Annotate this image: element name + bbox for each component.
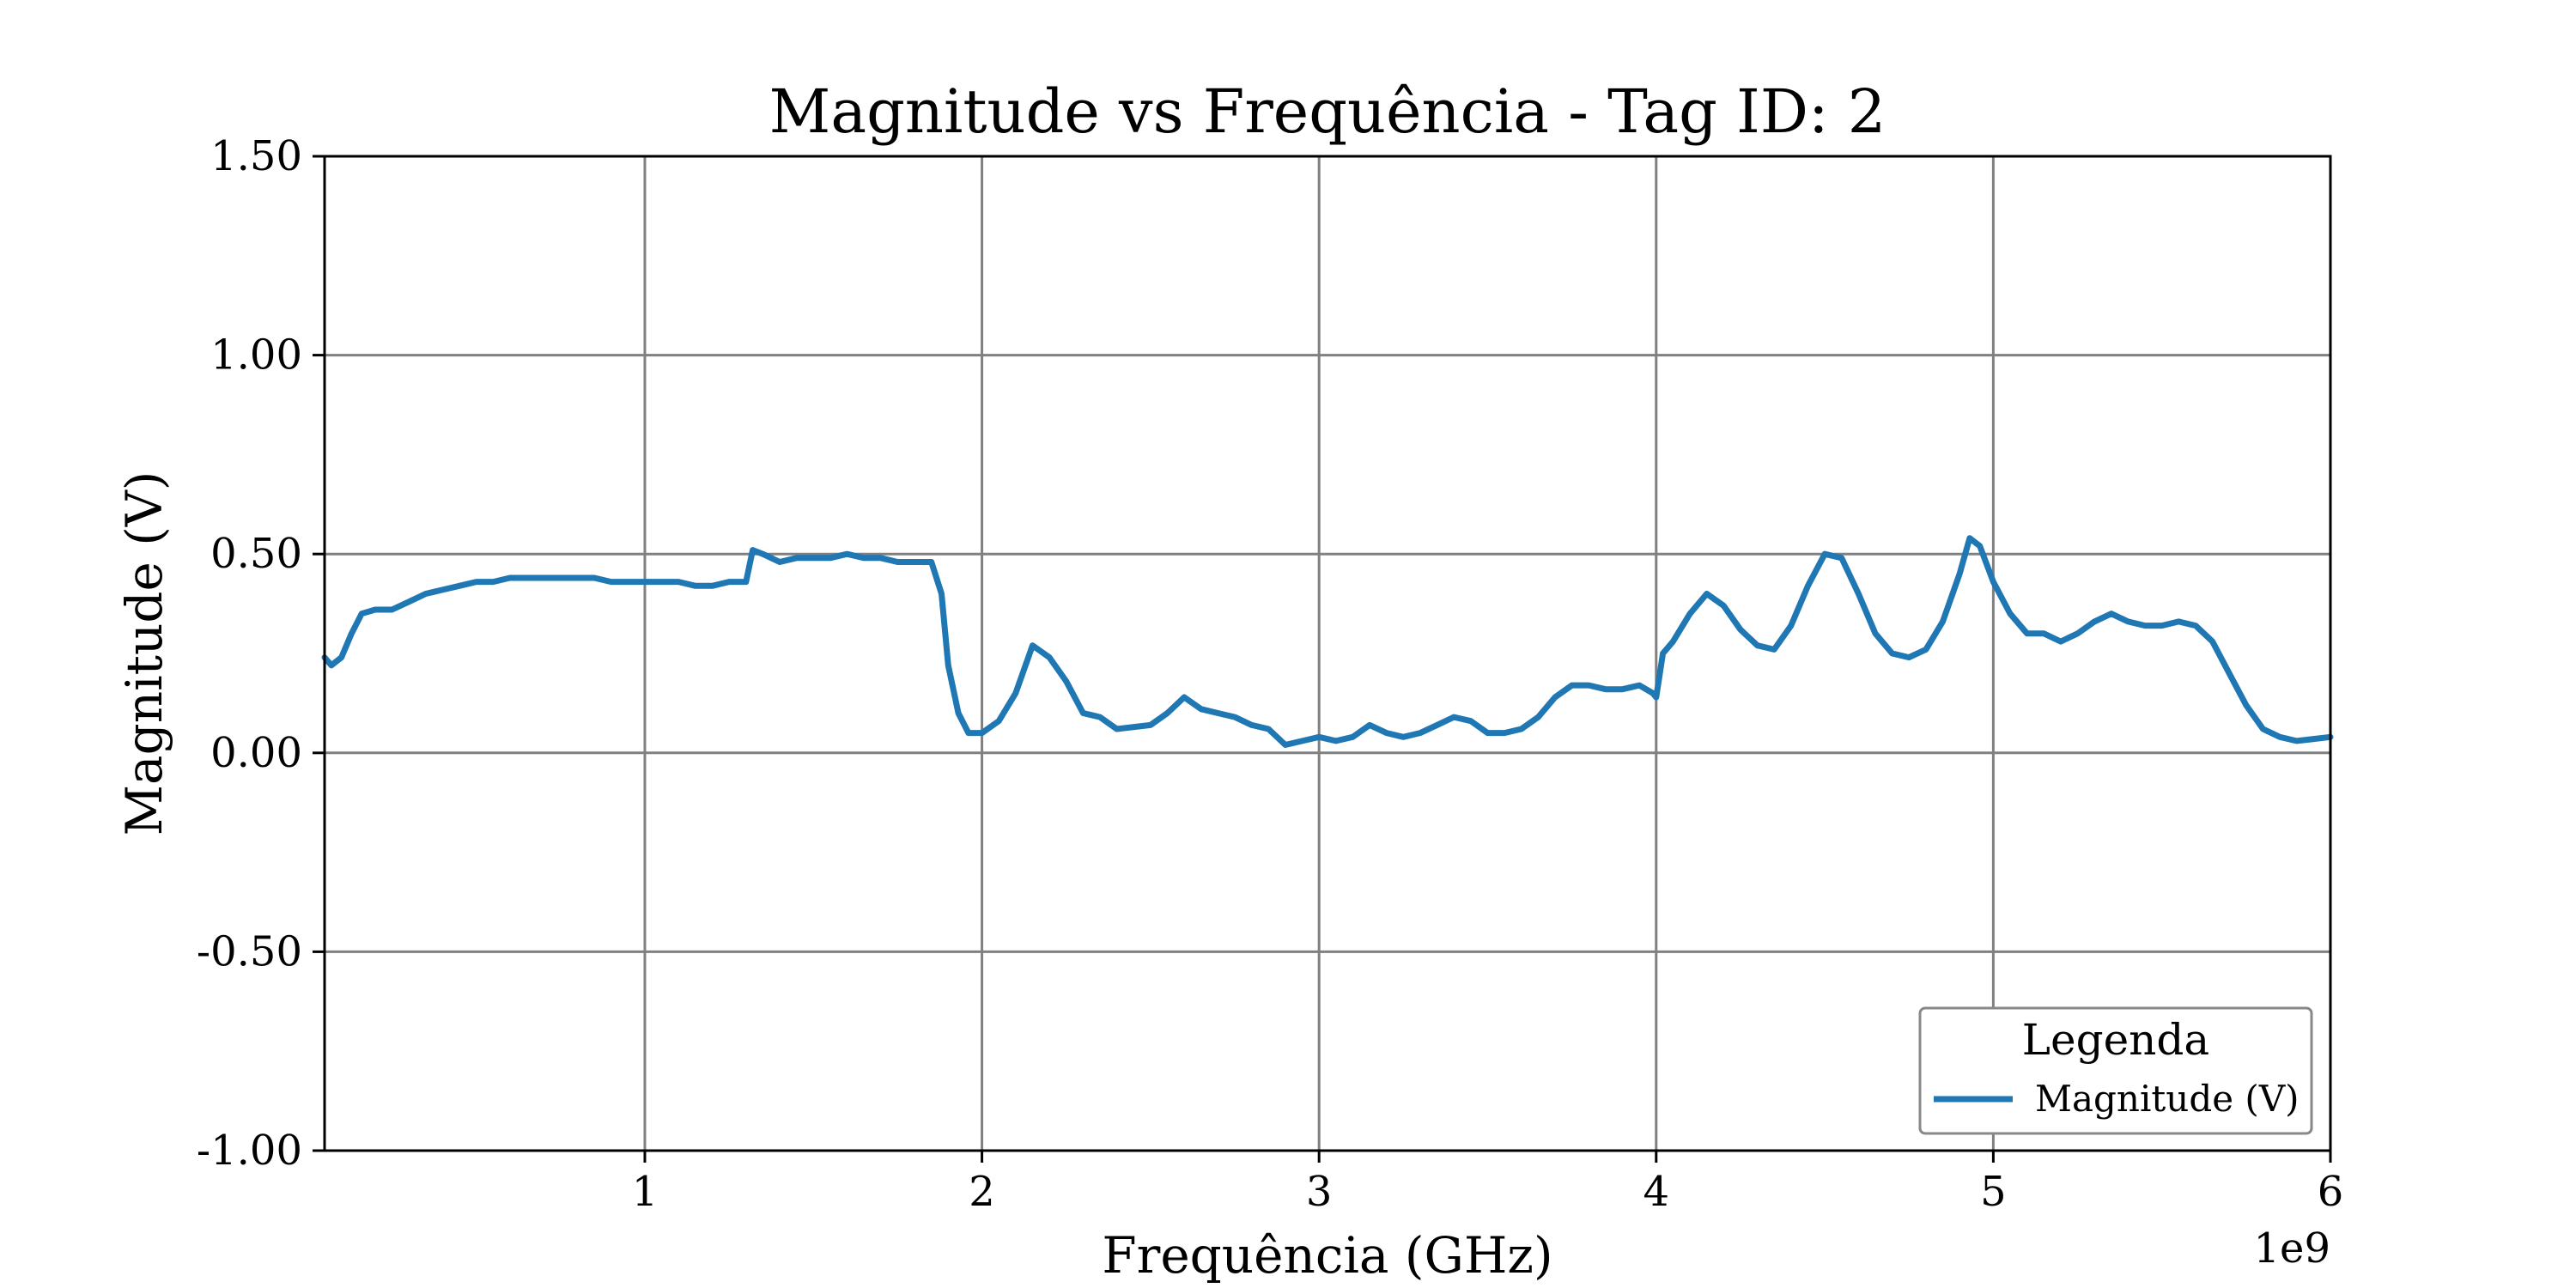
x-tick-label: 4: [1643, 1168, 1670, 1216]
legend-entry-magnitude: Magnitude (V): [2035, 1078, 2300, 1120]
y-tick-label: 0.00: [210, 729, 302, 777]
x-tick-label: 2: [969, 1168, 995, 1216]
x-tick-label: 3: [1306, 1168, 1333, 1216]
y-tick-label: -0.50: [197, 927, 302, 975]
series-line-magnitude: [321, 535, 2334, 748]
y-tick-label: 0.50: [210, 530, 302, 578]
y-axis-label: Magnitude (V): [115, 471, 173, 836]
legend: Legenda Magnitude (V): [1918, 1006, 2313, 1135]
x-tick-label: 1: [632, 1168, 659, 1216]
x-axis-label: Frequência (GHz): [1102, 1226, 1552, 1285]
y-axis-ticks: -1.00 -0.50 0.00 0.50 1.00 1.50: [197, 132, 325, 1175]
x-axis-offset-label: 1e9: [2254, 1224, 2330, 1273]
chart-title: Magnitude vs Frequência - Tag ID: 2: [769, 76, 1886, 147]
y-tick-label: 1.50: [210, 132, 302, 180]
legend-title: Legenda: [2022, 1015, 2209, 1065]
plot-frame: [323, 155, 2332, 1152]
x-tick-label: 6: [2318, 1168, 2344, 1216]
x-tick-label: 5: [1980, 1168, 2007, 1216]
x-axis-ticks: 1 2 3 4 5 6: [632, 1151, 2344, 1216]
y-tick-label: -1.00: [197, 1127, 302, 1175]
legend-box: [1918, 1006, 2313, 1135]
y-tick-label: 1.00: [210, 331, 302, 380]
